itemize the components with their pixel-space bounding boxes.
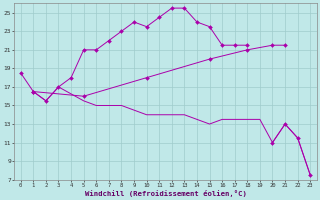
X-axis label: Windchill (Refroidissement éolien,°C): Windchill (Refroidissement éolien,°C) bbox=[84, 190, 246, 197]
